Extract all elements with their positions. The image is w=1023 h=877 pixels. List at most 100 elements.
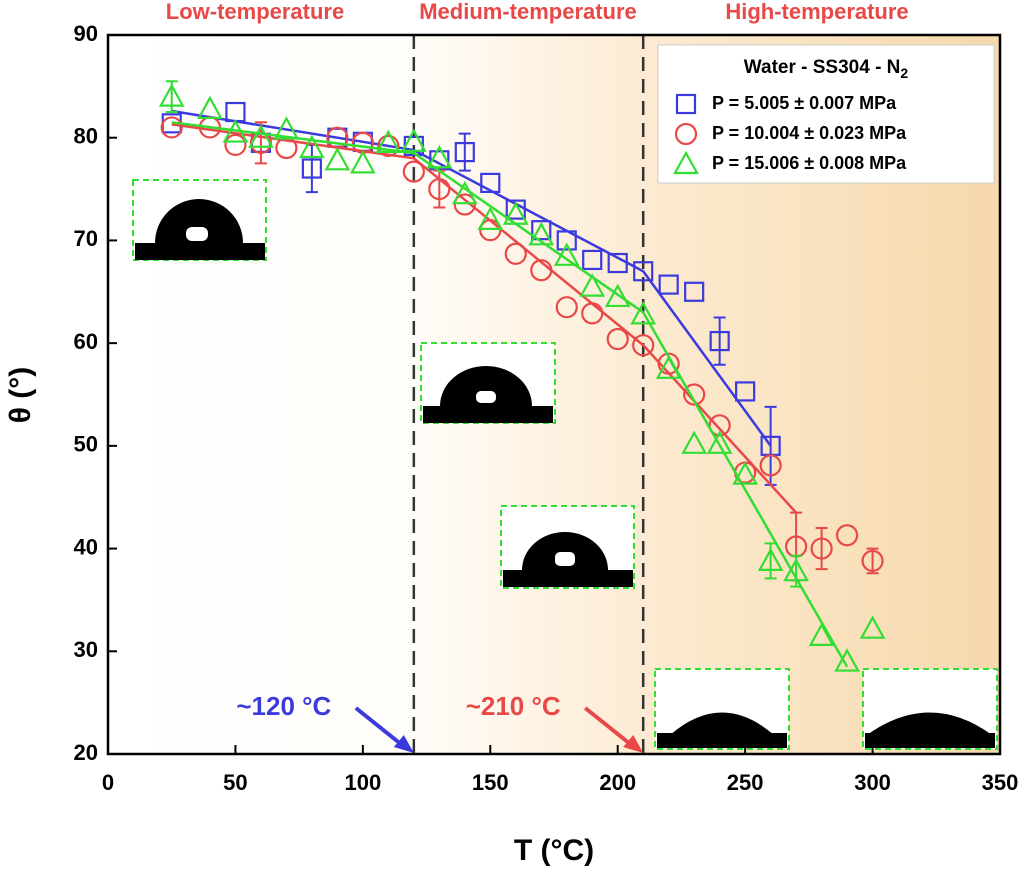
x-tick-label: 350 — [982, 770, 1019, 795]
marker — [324, 147, 351, 171]
marker — [684, 281, 705, 302]
annotation-arrowhead — [393, 735, 414, 753]
marker — [757, 547, 784, 571]
marker — [709, 330, 730, 352]
x-tick-label: 300 — [854, 770, 891, 795]
marker — [160, 116, 183, 139]
marker — [479, 219, 502, 242]
y-axis-label: θ (°) — [4, 367, 37, 424]
marker — [428, 177, 451, 201]
marker — [377, 134, 400, 158]
y-tick-label: 30 — [74, 637, 98, 662]
legend-marker — [674, 122, 698, 146]
droplet-insets — [132, 179, 998, 750]
error-bar — [254, 121, 267, 165]
marker — [273, 116, 300, 140]
legend-label: P = 10.004 ± 0.023 MPa — [712, 123, 907, 143]
legend-marker — [675, 93, 697, 115]
error-bar — [815, 527, 828, 571]
marker — [759, 454, 782, 477]
marker — [528, 222, 555, 246]
marker — [504, 242, 527, 265]
y-tick-label: 90 — [74, 21, 98, 46]
y-tick-label: 20 — [74, 740, 98, 765]
x-tick-label: 100 — [344, 770, 381, 795]
marker — [480, 172, 501, 194]
marker — [607, 252, 628, 274]
marker — [531, 220, 552, 241]
marker — [477, 206, 504, 230]
marker — [861, 549, 884, 572]
marker — [655, 355, 682, 379]
marker — [349, 150, 376, 174]
marker — [502, 201, 529, 225]
marker — [375, 129, 402, 153]
x-tick-label: 0 — [102, 770, 114, 795]
y-tick-label: 40 — [74, 534, 98, 559]
plot-frame — [106, 33, 1002, 756]
marker — [451, 180, 478, 205]
y-tick-label: 60 — [74, 329, 98, 354]
region-label: Medium-temperature — [419, 0, 637, 24]
annotation-arrow — [583, 706, 637, 750]
error-bar — [866, 547, 879, 575]
marker — [657, 352, 680, 375]
annotation-arrowhead — [623, 735, 644, 753]
marker — [604, 283, 631, 308]
marker — [402, 160, 425, 183]
legend-title: Water - SS304 - N2 — [744, 57, 909, 81]
marker — [530, 259, 553, 282]
marker — [222, 119, 249, 143]
annotation: ~120 °C — [236, 691, 331, 721]
marker — [582, 249, 603, 271]
y-tick-label: 70 — [74, 226, 98, 251]
marker — [859, 615, 886, 639]
legend-box — [657, 44, 995, 184]
marker — [426, 144, 453, 169]
marker — [553, 242, 580, 266]
y-tick-label: 80 — [74, 124, 98, 149]
marker — [224, 133, 247, 157]
region-label: High-temperature — [725, 0, 908, 24]
marker — [248, 124, 274, 148]
y-tick-label: 50 — [74, 432, 98, 457]
error-bar — [458, 132, 471, 172]
marker — [708, 414, 731, 437]
error-bar — [713, 316, 726, 366]
marker — [299, 134, 325, 159]
marker — [555, 296, 578, 319]
legend-marker — [673, 150, 699, 175]
marker — [400, 128, 427, 152]
marker — [197, 95, 223, 120]
x-tick-label: 250 — [727, 770, 764, 795]
legend-label: P = 5.005 ± 0.007 MPa — [712, 93, 897, 113]
marker — [808, 622, 835, 646]
marker — [454, 141, 475, 163]
annotation: ~210 °C — [466, 691, 561, 721]
x-tick-label: 200 — [599, 770, 636, 795]
marker — [158, 83, 185, 107]
marker — [633, 261, 654, 282]
marker — [683, 383, 706, 406]
marker — [834, 648, 860, 672]
marker — [835, 524, 859, 547]
marker — [706, 430, 733, 454]
marker — [783, 557, 809, 582]
marker — [301, 158, 322, 179]
marker — [735, 381, 756, 402]
x-tick-label: 150 — [472, 770, 509, 795]
marker — [810, 537, 833, 560]
marker — [658, 274, 679, 295]
marker — [505, 199, 526, 220]
annotation-arrow — [354, 706, 408, 750]
marker — [632, 334, 655, 357]
x-axis-label: T (°C) — [514, 834, 594, 867]
marker — [453, 193, 476, 216]
marker — [630, 301, 657, 325]
marker — [581, 302, 604, 325]
marker — [606, 327, 629, 351]
marker — [732, 461, 759, 485]
marker — [579, 273, 606, 297]
region-label: Low-temperature — [166, 0, 344, 24]
